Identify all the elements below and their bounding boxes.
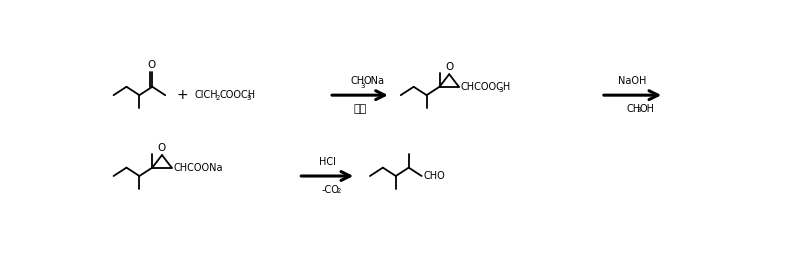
Text: COOCH: COOCH — [219, 90, 255, 100]
Text: NaOH: NaOH — [618, 76, 646, 86]
Text: 3: 3 — [361, 83, 366, 89]
Text: HCl: HCl — [318, 157, 336, 167]
Text: CHO: CHO — [423, 171, 445, 181]
Text: 3: 3 — [636, 107, 641, 114]
Text: O: O — [147, 60, 156, 70]
Text: 2: 2 — [215, 95, 220, 101]
Text: CHCOOCH: CHCOOCH — [461, 82, 510, 92]
Text: CHCOONa: CHCOONa — [174, 163, 222, 173]
Text: O: O — [445, 62, 454, 72]
Text: ClCH: ClCH — [194, 90, 218, 100]
Text: 3: 3 — [498, 87, 502, 93]
Text: CH: CH — [350, 76, 365, 86]
Text: OH: OH — [639, 104, 654, 114]
Text: 3: 3 — [246, 95, 250, 101]
Text: 2: 2 — [337, 188, 341, 194]
Text: +: + — [176, 88, 188, 102]
Text: O: O — [158, 143, 166, 153]
Text: -CO: -CO — [322, 185, 340, 195]
Text: ONa: ONa — [364, 76, 385, 86]
Text: 甲苯: 甲苯 — [354, 104, 366, 114]
Text: CH: CH — [626, 104, 641, 114]
